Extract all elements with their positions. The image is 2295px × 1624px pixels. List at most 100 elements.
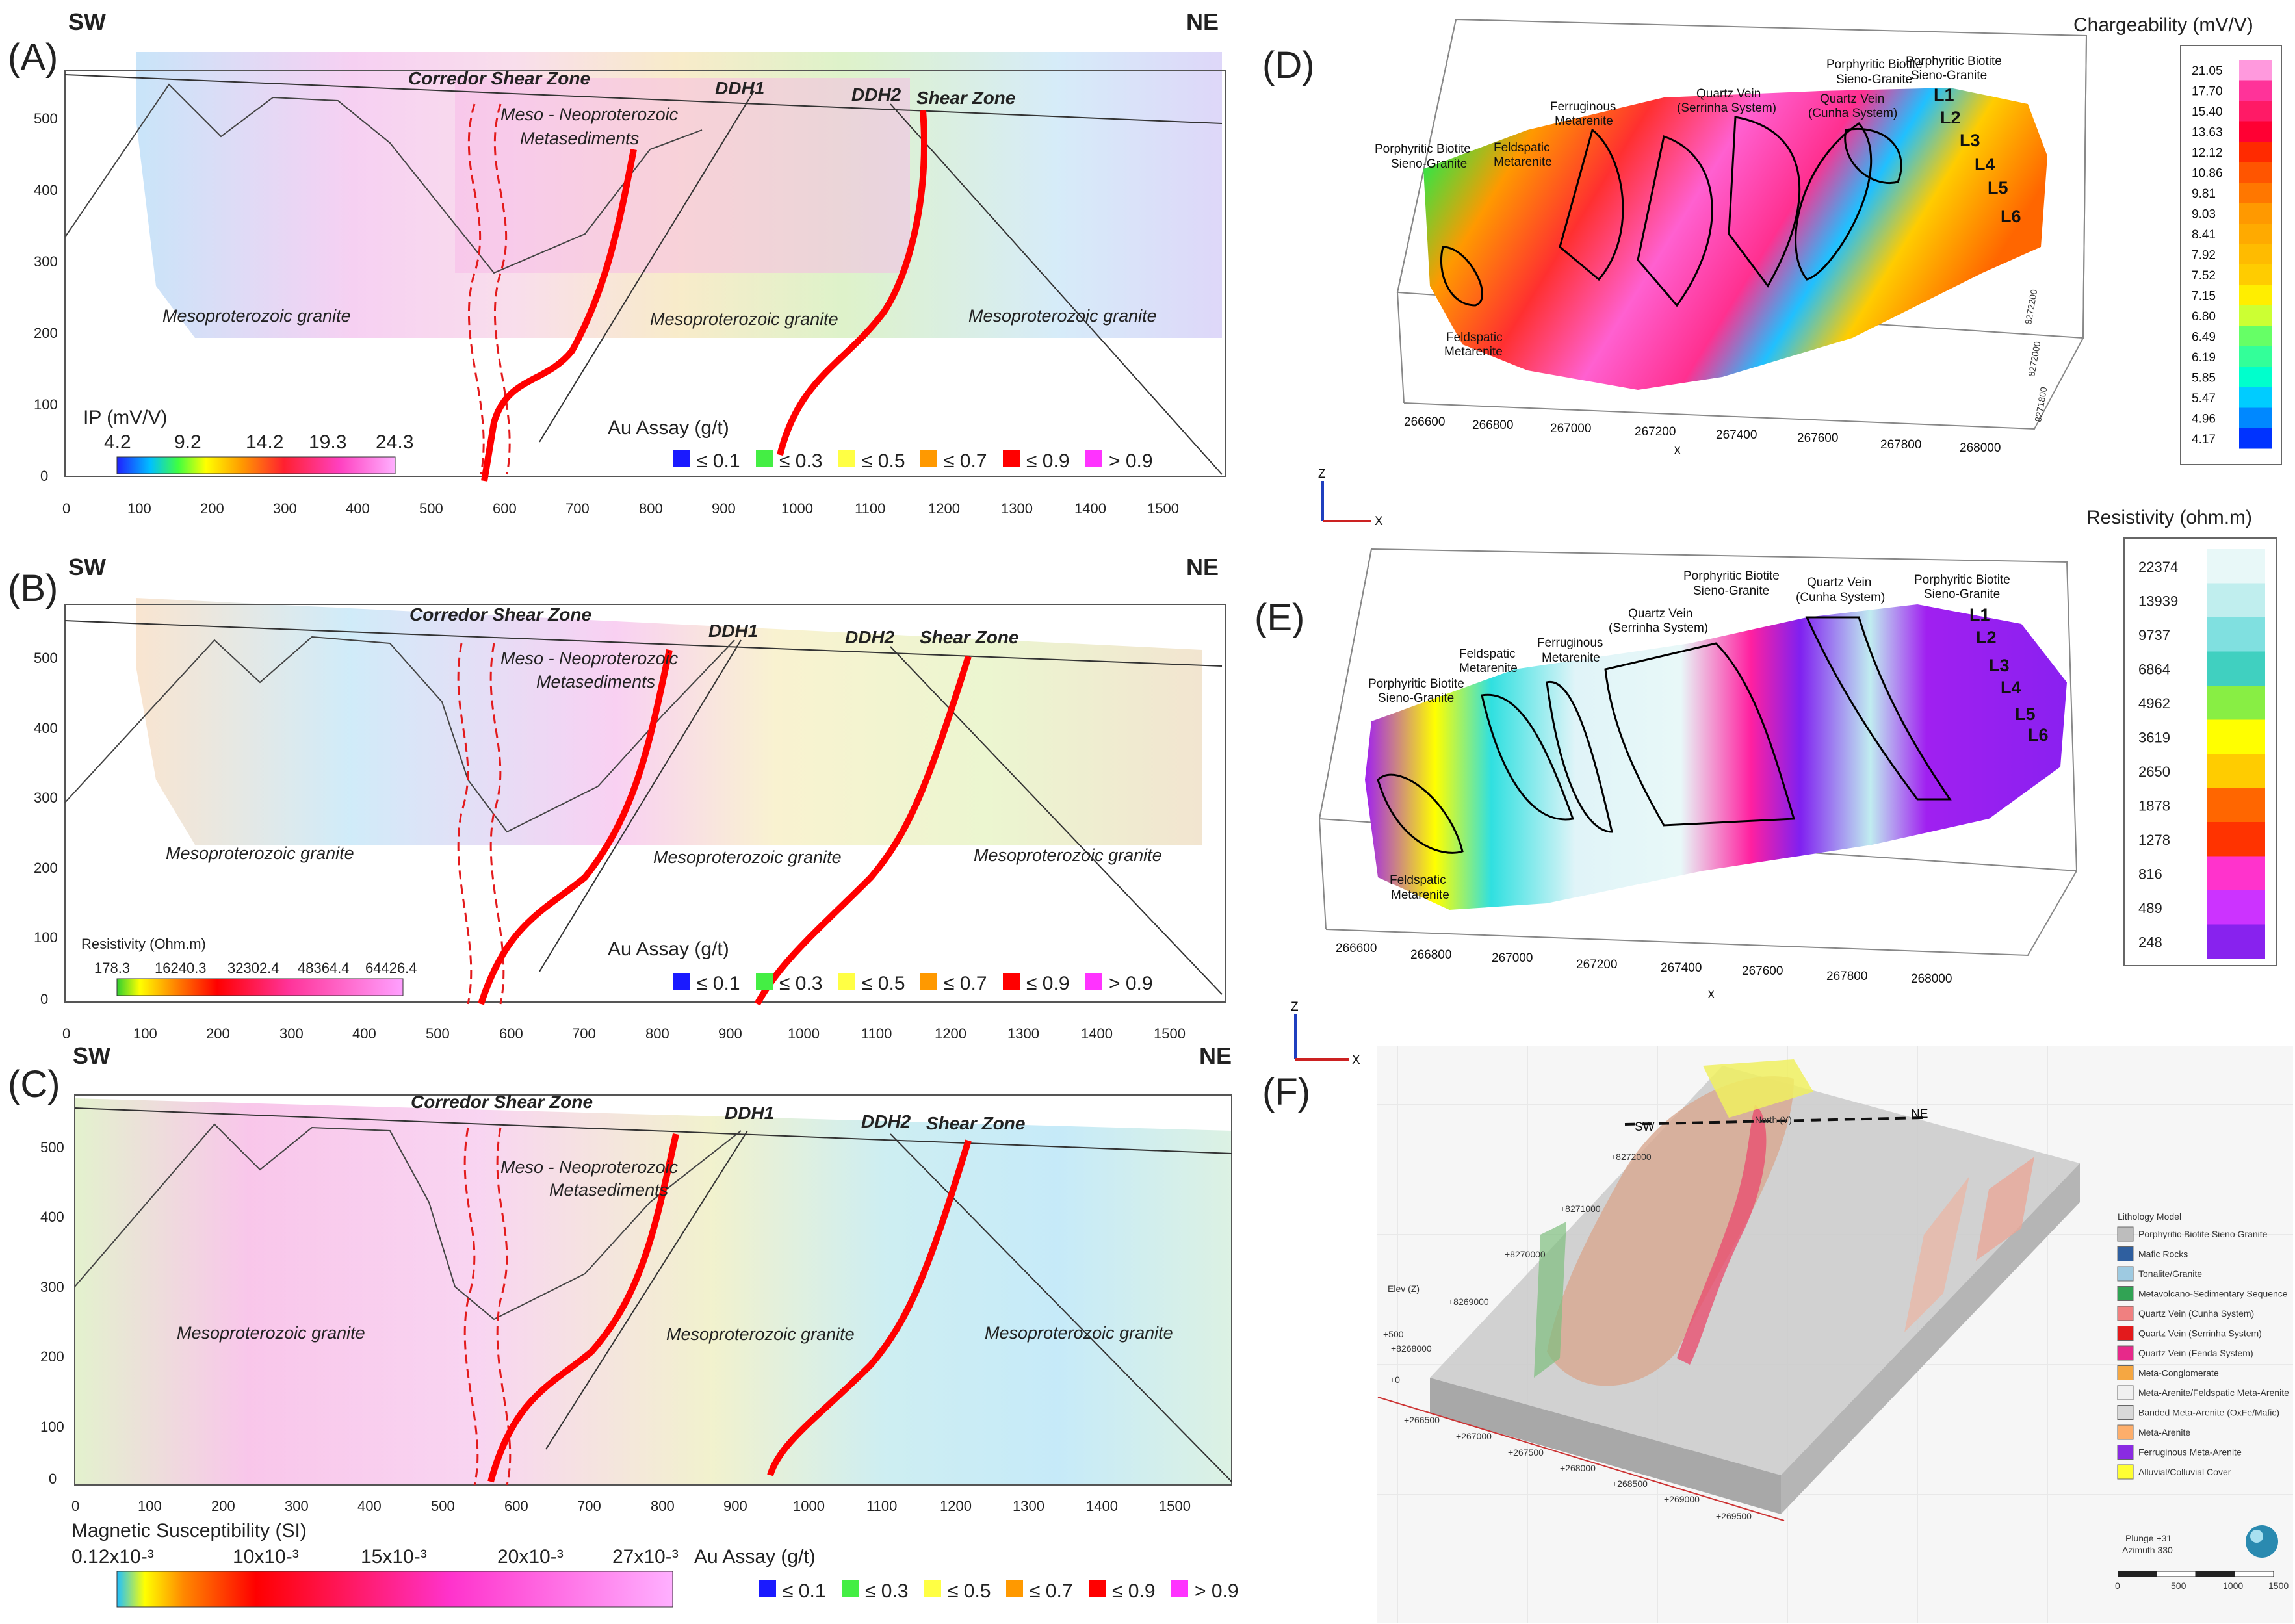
colorbar-label: 9.03 bbox=[2192, 208, 2216, 222]
svg-text:Porphyritic Biotite: Porphyritic Biotite bbox=[1683, 569, 1780, 583]
svg-text:8272200: 8272200 bbox=[2023, 289, 2039, 326]
unit-outline bbox=[1604, 642, 1795, 827]
colorbar bbox=[116, 456, 396, 474]
svg-text:L4: L4 bbox=[1975, 155, 1995, 174]
svg-text:8271800: 8271800 bbox=[2032, 386, 2049, 423]
svg-text:1000: 1000 bbox=[793, 1498, 825, 1514]
svg-text:32302.4: 32302.4 bbox=[227, 960, 279, 976]
svg-text:x: x bbox=[1674, 443, 1681, 457]
unit-outline bbox=[1805, 616, 1952, 801]
svg-text:DDH2: DDH2 bbox=[845, 627, 895, 647]
x-axis-ticks: 0 100 200 300 400 500 600 700 800 900 10… bbox=[62, 1025, 1186, 1042]
svg-text:Sieno-Granite: Sieno-Granite bbox=[1911, 69, 1987, 83]
svg-text:Plunge +31: Plunge +31 bbox=[2125, 1533, 2172, 1543]
legend-label: Mafic Rocks bbox=[2138, 1249, 2188, 1259]
colorbar-label: 1278 bbox=[2138, 832, 2170, 848]
svg-text:Quartz Vein: Quartz Vein bbox=[1820, 92, 1884, 106]
colorbar-label: 248 bbox=[2138, 934, 2162, 951]
svg-text:Porphyritic Biotite: Porphyritic Biotite bbox=[1375, 142, 1471, 156]
svg-text:+8270000: +8270000 bbox=[1505, 1249, 1546, 1259]
svg-text:400: 400 bbox=[40, 1209, 64, 1225]
scale-ticks: 4.2 9.2 14.2 19.3 24.3 bbox=[104, 432, 413, 453]
colorbar-swatch bbox=[2207, 549, 2265, 584]
svg-text:500: 500 bbox=[426, 1025, 450, 1042]
y-axis-ticks: 500 400 300 200 100 0 bbox=[34, 110, 58, 484]
svg-text:Quartz Vein: Quartz Vein bbox=[1696, 87, 1761, 101]
svg-text:Metarenite: Metarenite bbox=[1555, 114, 1613, 128]
svg-text:SW: SW bbox=[68, 554, 106, 580]
shear-zone-boundary bbox=[457, 643, 473, 1005]
colorbar-label: 12.12 bbox=[2192, 146, 2223, 160]
svg-text:(Cunha System): (Cunha System) bbox=[1808, 107, 1897, 120]
panel-f: (F) SW NE North (Y) Elev (Z) +500 +0 +82… bbox=[1262, 1046, 2293, 1623]
svg-text:300: 300 bbox=[285, 1498, 309, 1514]
svg-text:1000: 1000 bbox=[2223, 1580, 2243, 1591]
svg-text:X: X bbox=[1352, 1053, 1360, 1067]
svg-text:400: 400 bbox=[352, 1025, 376, 1042]
svg-text:Porphyritic Biotite: Porphyritic Biotite bbox=[1826, 58, 1923, 71]
svg-text:9.2: 9.2 bbox=[174, 432, 201, 453]
svg-text:Quartz Vein: Quartz Vein bbox=[1628, 607, 1692, 621]
svg-text:Metasediments: Metasediments bbox=[536, 672, 655, 691]
svg-text:800: 800 bbox=[645, 1025, 669, 1042]
svg-text:400: 400 bbox=[34, 182, 58, 198]
svg-text:Metarenite: Metarenite bbox=[1494, 155, 1552, 169]
svg-text:8272000: 8272000 bbox=[2026, 341, 2042, 378]
svg-text:300: 300 bbox=[34, 253, 58, 270]
resistivity-scale-labels: 22374 13939 9737 6864 4962 3619 2650 1878 1278 81… bbox=[2138, 559, 2178, 951]
colorbar-swatch bbox=[2239, 428, 2272, 449]
svg-text:≤ 0.9: ≤ 0.9 bbox=[1026, 450, 1070, 472]
svg-text:600: 600 bbox=[504, 1498, 528, 1514]
svg-text:178.3: 178.3 bbox=[94, 960, 130, 976]
lithology-legend: Porphyritic Biotite Sieno Granite Mafic R… bbox=[2117, 1226, 2289, 1480]
ddh1-trace bbox=[539, 639, 742, 972]
colorbar-label: 21.05 bbox=[2192, 64, 2223, 78]
side-ticks: 8272200 8272000 8271800 bbox=[2023, 289, 2049, 423]
svg-text:> 0.9: > 0.9 bbox=[1109, 973, 1153, 994]
svg-text:48364.4: 48364.4 bbox=[298, 960, 350, 976]
x-axis-ticks: 266600 266800 267000 267200 267400 26760… bbox=[1336, 942, 1952, 1001]
svg-text:268000: 268000 bbox=[1960, 441, 2001, 455]
legend-swatch bbox=[2117, 1385, 2134, 1400]
svg-text:20x10-³: 20x10-³ bbox=[497, 1546, 564, 1567]
east-axis bbox=[1377, 1397, 1785, 1521]
vein-plane bbox=[1904, 1176, 1969, 1332]
svg-text:1500: 1500 bbox=[1159, 1498, 1191, 1514]
colorbar-swatch bbox=[2207, 583, 2265, 617]
svg-text:Mesoproterozoic granite: Mesoproterozoic granite bbox=[968, 306, 1157, 326]
svg-text:L1: L1 bbox=[1934, 85, 1954, 105]
colorbar-swatch bbox=[2239, 244, 2272, 264]
colorbar-label: 4.96 bbox=[2192, 413, 2216, 426]
unit-outline bbox=[1728, 116, 1801, 288]
svg-text:1300: 1300 bbox=[1013, 1498, 1044, 1514]
colorbar bbox=[116, 1571, 673, 1608]
direction-ne: NE bbox=[1186, 8, 1219, 35]
colorbar-swatch bbox=[2239, 101, 2272, 122]
svg-text:≤ 0.9: ≤ 0.9 bbox=[1112, 1580, 1156, 1602]
colorbar-label: 4.17 bbox=[2192, 433, 2216, 446]
colorbar-label: 1878 bbox=[2138, 798, 2170, 814]
svg-text:≤ 0.5: ≤ 0.5 bbox=[948, 1580, 991, 1602]
legend-swatch bbox=[2117, 1266, 2134, 1282]
colorbar-swatch bbox=[2239, 142, 2272, 162]
svg-text:0: 0 bbox=[62, 500, 70, 517]
plot-frame bbox=[64, 70, 1226, 477]
unit-outline bbox=[1559, 128, 1624, 281]
svg-text:1200: 1200 bbox=[940, 1498, 972, 1514]
legend-label: Quartz Vein (Fenda System) bbox=[2138, 1348, 2253, 1358]
colorbar-label: 8.41 bbox=[2192, 228, 2216, 242]
resistivity-section-fill bbox=[136, 598, 1202, 845]
svg-text:100: 100 bbox=[133, 1025, 157, 1042]
colorbar-swatch bbox=[2207, 924, 2265, 959]
legend-label: Banded Meta-Arenite (OxFe/Mafic) bbox=[2138, 1408, 2279, 1418]
svg-text:X: X bbox=[1375, 515, 1383, 528]
svg-text:100: 100 bbox=[127, 500, 151, 517]
svg-text:300: 300 bbox=[34, 790, 58, 806]
svg-text:> 0.9: > 0.9 bbox=[1195, 1580, 1239, 1602]
legend-swatch bbox=[2117, 1405, 2134, 1420]
svg-text:800: 800 bbox=[651, 1498, 675, 1514]
north-ticks: +8272000 +8271000 +8270000 +8269000 +826… bbox=[1391, 1152, 1652, 1354]
colorbar-swatch bbox=[2207, 651, 2265, 686]
legend-swatch bbox=[2117, 1464, 2134, 1480]
colorbar-label: 7.92 bbox=[2192, 249, 2216, 263]
